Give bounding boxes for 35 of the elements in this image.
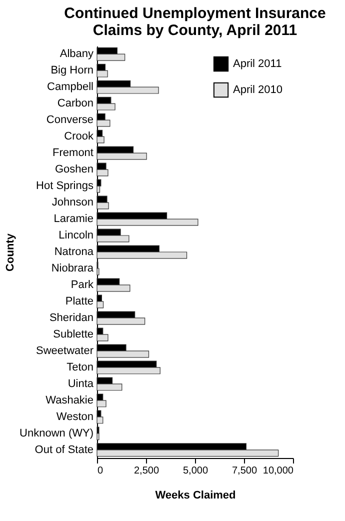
y-tick-label: Unknown (WY) (20, 427, 94, 440)
y-tick-label: Lincoln (58, 230, 94, 242)
y-tick-label: Johnson (52, 196, 94, 209)
y-tick-label: Crook (64, 130, 94, 143)
y-tick-label: Uinta (68, 378, 94, 390)
y-tick-label: Niobrara (51, 262, 94, 274)
legend-label: April 2010 (233, 84, 283, 96)
y-tick-label: Albany (60, 48, 94, 60)
y-tick-label: Weston (56, 410, 94, 423)
y-tick-label: Out of State (34, 444, 94, 456)
y-tick-label: Fremont (52, 147, 94, 160)
chart-title: Continued Unemployment Insurance Claims by County, April 2011 (64, 5, 326, 39)
y-tick-label: Campbell (47, 81, 94, 94)
y-tick-label: Park (70, 278, 94, 291)
y-tick-label: Converse (46, 114, 94, 126)
x-axis-title: Weeks Claimed (155, 490, 236, 502)
y-tick-label: Laramie (54, 213, 94, 226)
x-tick-label: 7,500 (232, 466, 258, 476)
y-tick-label: Teton (66, 361, 94, 374)
x-tick-label: 10,000 (262, 466, 294, 476)
x-tick-label: 0 (98, 466, 104, 476)
y-tick-label: Sweetwater (36, 344, 94, 357)
y-tick-label: Natrona (54, 246, 94, 258)
y-tick-label: Sublette (53, 328, 94, 340)
y-tick-label: Goshen (54, 164, 94, 176)
y-axis-title: County (4, 232, 17, 272)
x-tick-label: 2,500 (134, 466, 160, 476)
y-tick-label: Big Horn (50, 64, 94, 77)
y-tick-label: Carbon (57, 98, 94, 110)
y-tick-label: Platte (65, 295, 94, 308)
y-tick-label: Sheridan (49, 312, 94, 324)
y-tick-label: Washakie (46, 394, 94, 406)
y-tick-label: Hot Springs (36, 180, 94, 192)
x-tick-label: 5,000 (182, 466, 208, 476)
legend-label: April 2011 (233, 58, 282, 70)
